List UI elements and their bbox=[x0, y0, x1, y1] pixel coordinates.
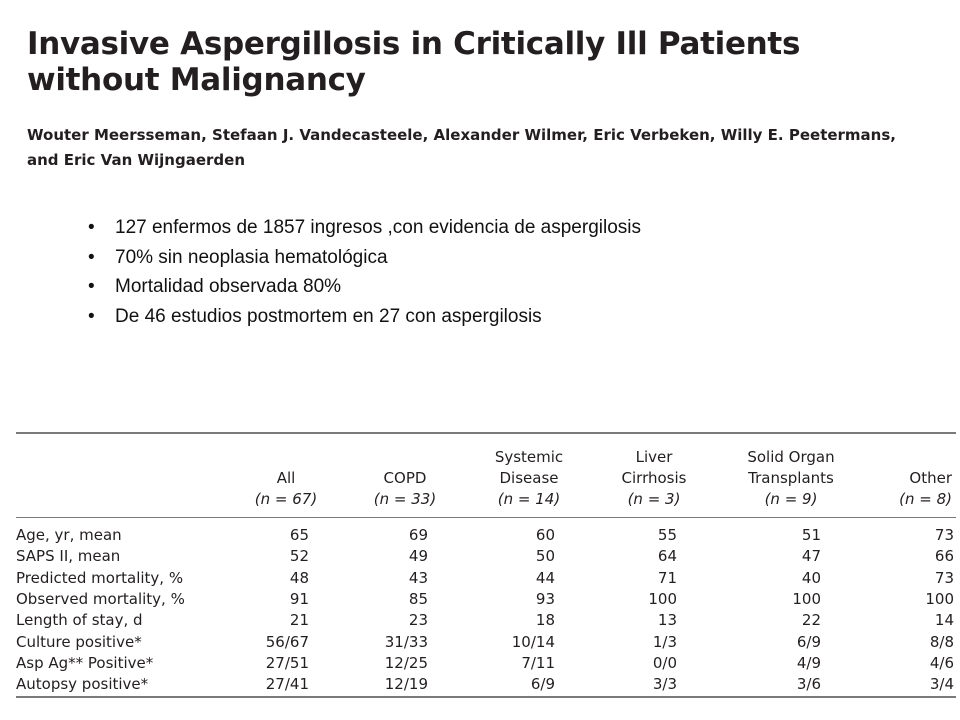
row-label: Predicted mortality, % bbox=[16, 568, 184, 587]
row-label: Autopsy positive* bbox=[16, 675, 149, 694]
table-row: Observed mortality, % 91 85 93 100 100 100 bbox=[16, 589, 956, 610]
column-header-other: Other (n = 8) bbox=[899, 469, 952, 508]
table-cell: 14 bbox=[934, 611, 954, 630]
table-cell: 85 bbox=[408, 589, 428, 608]
row-label: Observed mortality, % bbox=[16, 589, 185, 608]
column-header-systemic-disease: Systemic Disease (n = 14) bbox=[494, 448, 564, 508]
table-cell: 52 bbox=[289, 547, 309, 566]
table-cell: 55 bbox=[657, 526, 677, 544]
table-cell: 8/8 bbox=[929, 632, 954, 651]
table-cell: 3/6 bbox=[796, 675, 821, 694]
bullet-item: • 70% sin neoplasia hematológica bbox=[88, 243, 641, 273]
table-cell: 100 bbox=[648, 589, 677, 608]
table-cell: 1/3 bbox=[652, 632, 677, 651]
table-cell: 3/3 bbox=[652, 675, 677, 694]
table-cell: 3/4 bbox=[929, 675, 954, 694]
table-cell: 6/9 bbox=[530, 675, 555, 694]
bullet-dot-icon: • bbox=[88, 217, 95, 238]
paper-title-line-1: Invasive Aspergillosis in Critically Ill… bbox=[27, 26, 801, 62]
bullet-dot-icon: • bbox=[88, 276, 95, 297]
table-cell: 40 bbox=[801, 568, 821, 587]
table-cell: 7/11 bbox=[521, 653, 555, 672]
table-cell: 31/33 bbox=[384, 632, 428, 651]
bullet-text: 70% sin neoplasia hematológica bbox=[115, 246, 388, 268]
table-cell: 64 bbox=[657, 547, 677, 566]
table-bottom-rule bbox=[16, 696, 956, 698]
row-label: Age, yr, mean bbox=[16, 526, 122, 544]
table-cell: 4/6 bbox=[929, 653, 954, 672]
column-header-copd: COPD (n = 33) bbox=[373, 469, 437, 508]
table-cell: 12/19 bbox=[384, 675, 428, 694]
bullet-dot-icon: • bbox=[88, 305, 95, 327]
table-cell: 73 bbox=[934, 568, 954, 587]
table-cell: 71 bbox=[657, 568, 677, 587]
column-header-solid-organ-transplants: Solid Organ Transplants (n = 9) bbox=[747, 448, 835, 508]
row-label: SAPS II, mean bbox=[16, 547, 121, 566]
table-cell: 56/67 bbox=[265, 632, 309, 651]
table-cell: 4/9 bbox=[796, 653, 821, 672]
table-header-rule bbox=[16, 517, 956, 518]
table-cell: 49 bbox=[408, 547, 428, 566]
bullet-item: • Mortalidad observada 80% bbox=[88, 272, 641, 302]
table-cell: 10/14 bbox=[511, 632, 555, 651]
authors-line-1: Wouter Meersseman, Stefaan J. Vandecaste… bbox=[27, 126, 896, 144]
table-top-rule bbox=[16, 432, 956, 434]
bullet-text: De 46 estudios postmortem en 27 con aspe… bbox=[115, 305, 542, 327]
table-cell: 21 bbox=[289, 611, 309, 630]
table-cell: 50 bbox=[535, 547, 555, 566]
table-cell: 0/0 bbox=[652, 653, 677, 672]
table-row: Age, yr, mean 65 69 60 55 51 73 bbox=[16, 525, 956, 546]
paper-title-line-2: without Malignancy bbox=[27, 62, 366, 98]
row-label: Asp Ag** Positive* bbox=[16, 653, 154, 672]
table-cell: 6/9 bbox=[796, 632, 821, 651]
table-cell: 43 bbox=[408, 568, 428, 587]
table-cell: 18 bbox=[535, 611, 555, 630]
table-row: Predicted mortality, % 48 43 44 71 40 73 bbox=[16, 568, 956, 589]
column-header-liver-cirrhosis: Liver Cirrhosis (n = 3) bbox=[621, 448, 687, 508]
authors-line-2: and Eric Van Wijngaerden bbox=[27, 151, 245, 169]
bullet-item: • De 46 estudios postmortem en 27 con asp… bbox=[88, 302, 641, 332]
table-cell: 91 bbox=[289, 589, 309, 608]
table-cell: 51 bbox=[801, 526, 821, 544]
table-cell: 22 bbox=[801, 611, 821, 630]
summary-bullet-list: • 127 enfermos de 1857 ingresos ,con evid… bbox=[88, 213, 641, 331]
bullet-dot-icon: • bbox=[88, 246, 95, 268]
table-cell: 13 bbox=[657, 611, 677, 630]
table-cell: 27/51 bbox=[265, 653, 309, 672]
table-cell: 44 bbox=[535, 568, 555, 587]
table-cell: 100 bbox=[792, 589, 821, 608]
table-cell: 60 bbox=[535, 526, 555, 544]
table-row: Culture positive* 56/67 31/33 10/14 1/3 6/9 8/… bbox=[16, 632, 956, 653]
bullet-text: 127 enfermos de 1857 ingresos ,con evide… bbox=[115, 217, 641, 238]
bullet-text: Mortalidad observada 80% bbox=[115, 276, 342, 297]
table-cell: 27/41 bbox=[265, 675, 309, 694]
table-cell: 23 bbox=[408, 611, 428, 630]
table-row: Autopsy positive* 27/41 12/19 6/9 3/3 3/6 3/4 bbox=[16, 674, 956, 695]
table-cell: 47 bbox=[801, 547, 821, 566]
table-row: Asp Ag** Positive* 27/51 12/25 7/11 0/0 4/9 4/… bbox=[16, 653, 956, 674]
paper-authors: Wouter Meersseman, Stefaan J. Vandecaste… bbox=[27, 123, 927, 173]
paper-title: Invasive Aspergillosis in Critically Ill… bbox=[27, 26, 927, 98]
table-row: SAPS II, mean 52 49 50 64 47 66 bbox=[16, 546, 956, 567]
table-cell: 12/25 bbox=[384, 653, 428, 672]
column-header-all: All (n = 67) bbox=[254, 469, 318, 508]
table-cell: 66 bbox=[934, 547, 954, 566]
table-cell: 73 bbox=[934, 526, 954, 544]
row-label: Culture positive* bbox=[16, 632, 142, 651]
table-cell: 48 bbox=[289, 568, 309, 587]
row-label: Length of stay, d bbox=[16, 611, 143, 630]
table-cell: 93 bbox=[535, 589, 555, 608]
table-row: Length of stay, d 21 23 18 13 22 14 bbox=[16, 610, 956, 631]
table-cell: 100 bbox=[925, 589, 954, 608]
table-cell: 65 bbox=[289, 526, 309, 544]
bullet-item: • 127 enfermos de 1857 ingresos ,con evid… bbox=[88, 213, 641, 243]
table-cell: 69 bbox=[408, 526, 428, 544]
